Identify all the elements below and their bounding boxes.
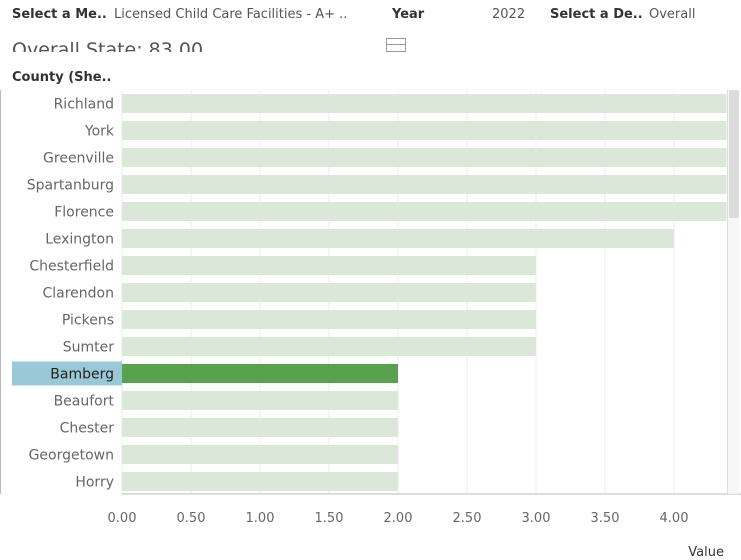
bar xyxy=(122,391,398,410)
bar xyxy=(122,337,536,356)
bar xyxy=(122,472,398,491)
measure-filter-dropdown[interactable]: Licensed Child Care Facilities - A+ .. xyxy=(114,7,348,22)
x-tick-label: 4.00 xyxy=(660,511,689,526)
row-label: York xyxy=(84,124,115,140)
overall-state-value: Overall State: 83.00 xyxy=(12,34,372,52)
row-label: Greenville xyxy=(43,151,114,167)
row-label: Georgetown xyxy=(29,448,114,464)
row-label: Clarendon xyxy=(42,286,114,302)
county-column-header[interactable]: County (She.. xyxy=(12,70,112,85)
bar xyxy=(122,364,398,383)
bar xyxy=(122,148,727,167)
row-label-highlight xyxy=(12,361,122,386)
table-view-icon[interactable] xyxy=(386,38,406,52)
year-filter-label: Year xyxy=(392,7,425,22)
x-axis-ticks: 0.00 0.50 1.00 1.50 2.00 2.50 3.00 3.50 4.00 xyxy=(108,511,689,526)
scrollbar-thumb[interactable] xyxy=(729,90,739,218)
row-label: Florence xyxy=(54,205,114,221)
x-tick-label: 1.50 xyxy=(315,511,344,526)
overall-state-text: Overall State: 83.00 xyxy=(12,39,204,52)
bar xyxy=(122,121,727,140)
x-axis-label: Value xyxy=(688,545,724,560)
chart-left-border xyxy=(0,90,1,494)
row-labels: Richland York Greenville Spartanburg Florenc… xyxy=(12,97,122,491)
x-tick-label: 0.00 xyxy=(108,511,137,526)
bar xyxy=(122,94,727,113)
x-tick-label: 3.50 xyxy=(591,511,620,526)
row-label: Beaufort xyxy=(54,394,115,410)
row-label: Richland xyxy=(54,97,114,113)
year-filter-dropdown[interactable]: 2022 xyxy=(492,7,526,22)
bars-group xyxy=(122,94,727,491)
row-label: Horry xyxy=(75,475,114,491)
x-tick-label: 2.50 xyxy=(453,511,482,526)
vertical-scrollbar[interactable] xyxy=(727,90,739,494)
row-label: Sumter xyxy=(63,340,115,356)
bar xyxy=(122,445,398,464)
bar xyxy=(122,283,536,302)
bar xyxy=(122,256,536,275)
x-tick-label: 1.00 xyxy=(246,511,275,526)
bar xyxy=(122,229,674,248)
row-label: Chester xyxy=(60,421,115,437)
row-label: Spartanburg xyxy=(27,178,114,194)
row-label: Chesterfield xyxy=(29,259,114,275)
x-tick-label: 2.00 xyxy=(384,511,413,526)
demographic-filter-label: Select a De.. xyxy=(550,7,643,22)
bar xyxy=(122,418,398,437)
x-tick-label: 0.50 xyxy=(177,511,206,526)
row-label: Pickens xyxy=(62,313,114,329)
bar xyxy=(122,310,536,329)
bar xyxy=(122,175,727,194)
row-label: Bamberg xyxy=(50,367,114,383)
x-tick-label: 3.00 xyxy=(522,511,551,526)
demographic-filter-dropdown[interactable]: Overall xyxy=(649,7,696,22)
filter-bar: Select a Me.. Licensed Child Care Facili… xyxy=(0,0,741,34)
row-label: Lexington xyxy=(45,232,114,248)
measure-filter-label: Select a Me.. xyxy=(12,7,107,22)
bar xyxy=(122,202,727,221)
